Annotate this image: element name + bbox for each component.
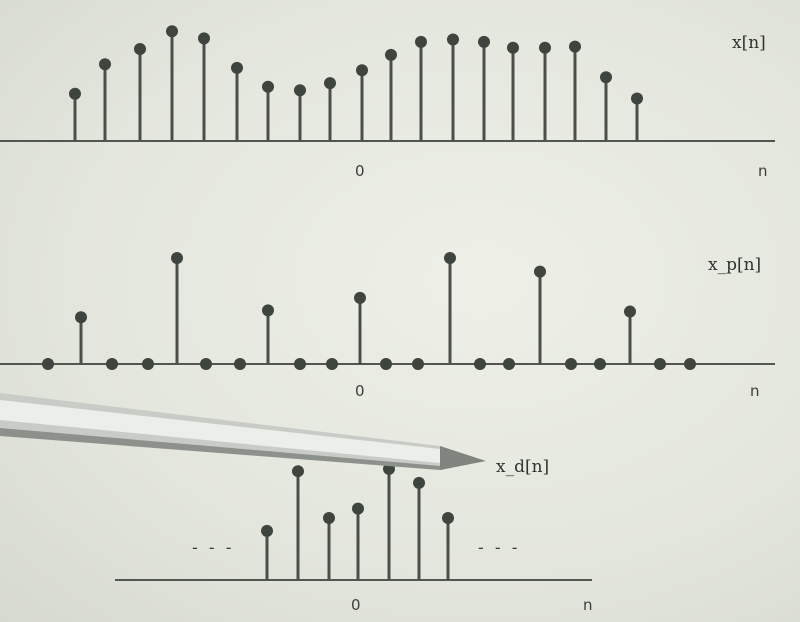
stem-sample-dot bbox=[385, 48, 397, 61]
stem-sample-dot bbox=[134, 42, 146, 55]
panel-1-origin-label: 0 bbox=[355, 162, 365, 180]
zero-sample-dot bbox=[326, 358, 338, 370]
pen-pointer bbox=[0, 393, 486, 470]
zero-sample-dot bbox=[106, 358, 118, 370]
panel-1-axis-label: n bbox=[758, 162, 768, 180]
panel-3-stems bbox=[261, 462, 454, 580]
zero-sample-dot bbox=[42, 358, 54, 370]
stem-sample-dot bbox=[166, 25, 178, 38]
stem-sample-dot bbox=[624, 305, 636, 318]
zero-sample-dot bbox=[234, 358, 246, 370]
panel-3-axis-label: n bbox=[583, 596, 593, 614]
stem-sample-dot bbox=[292, 465, 304, 478]
zero-sample-dot bbox=[503, 358, 515, 370]
stem-sample-dot bbox=[442, 511, 454, 524]
stem-sample-dot bbox=[262, 80, 274, 93]
stem-sample-dot bbox=[231, 61, 243, 74]
stem-sample-dot bbox=[198, 32, 210, 45]
zero-sample-dot bbox=[294, 358, 306, 370]
panel-3-origin-label: 0 bbox=[351, 596, 361, 614]
panel-3-label: x_d[n] bbox=[496, 457, 549, 477]
stem-sample-dot bbox=[507, 41, 519, 54]
stem-sample-dot bbox=[539, 41, 551, 54]
stem-sample-dot bbox=[262, 304, 274, 317]
stem-sample-dot bbox=[69, 87, 81, 100]
stem-sample-dot bbox=[75, 311, 87, 324]
panel-1-label: x[n] bbox=[732, 33, 766, 53]
stem-sample-dot bbox=[444, 251, 456, 264]
stem-sample-dot bbox=[99, 58, 111, 71]
panel-2-origin-label: 0 bbox=[355, 382, 365, 400]
stem-sample-dot bbox=[478, 35, 490, 48]
panel-xp-n: x_p[n] 0 n bbox=[0, 251, 775, 400]
panel-2-label: x_p[n] bbox=[708, 255, 761, 275]
panel-xd-n: x_d[n] 0 n - - - - - - bbox=[115, 457, 593, 614]
stem-sample-dot bbox=[631, 92, 643, 105]
panel-1-stems bbox=[69, 25, 643, 141]
stem-sample-dot bbox=[600, 71, 612, 84]
zero-sample-dot bbox=[594, 358, 606, 370]
zero-sample-dot bbox=[474, 358, 486, 370]
panel-x-n: x[n] 0 n bbox=[0, 25, 775, 180]
zero-sample-dot bbox=[380, 358, 392, 370]
zero-sample-dot bbox=[654, 358, 666, 370]
panel-2-axis-label: n bbox=[750, 382, 760, 400]
panel-3-left-ellipsis: - - - bbox=[192, 538, 235, 557]
stem-sample-dot bbox=[534, 265, 546, 278]
stem-sample-dot bbox=[261, 524, 273, 537]
stem-sample-dot bbox=[415, 35, 427, 48]
stem-sample-dot bbox=[324, 77, 336, 90]
stem-sample-dot bbox=[352, 502, 364, 515]
stem-sample-dot bbox=[294, 84, 306, 97]
stem-sample-dot bbox=[323, 511, 335, 524]
zero-sample-dot bbox=[684, 358, 696, 370]
zero-sample-dot bbox=[142, 358, 154, 370]
stem-sample-dot bbox=[569, 40, 581, 53]
panel-2-stems bbox=[42, 251, 696, 370]
panel-3-right-ellipsis: - - - bbox=[478, 538, 521, 557]
stem-sample-dot bbox=[171, 251, 183, 264]
stem-sample-dot bbox=[354, 291, 366, 304]
stem-sample-dot bbox=[413, 476, 425, 489]
stem-sample-dot bbox=[356, 64, 368, 77]
stem-sample-dot bbox=[447, 33, 459, 46]
zero-sample-dot bbox=[565, 358, 577, 370]
zero-sample-dot bbox=[200, 358, 212, 370]
zero-sample-dot bbox=[412, 358, 424, 370]
